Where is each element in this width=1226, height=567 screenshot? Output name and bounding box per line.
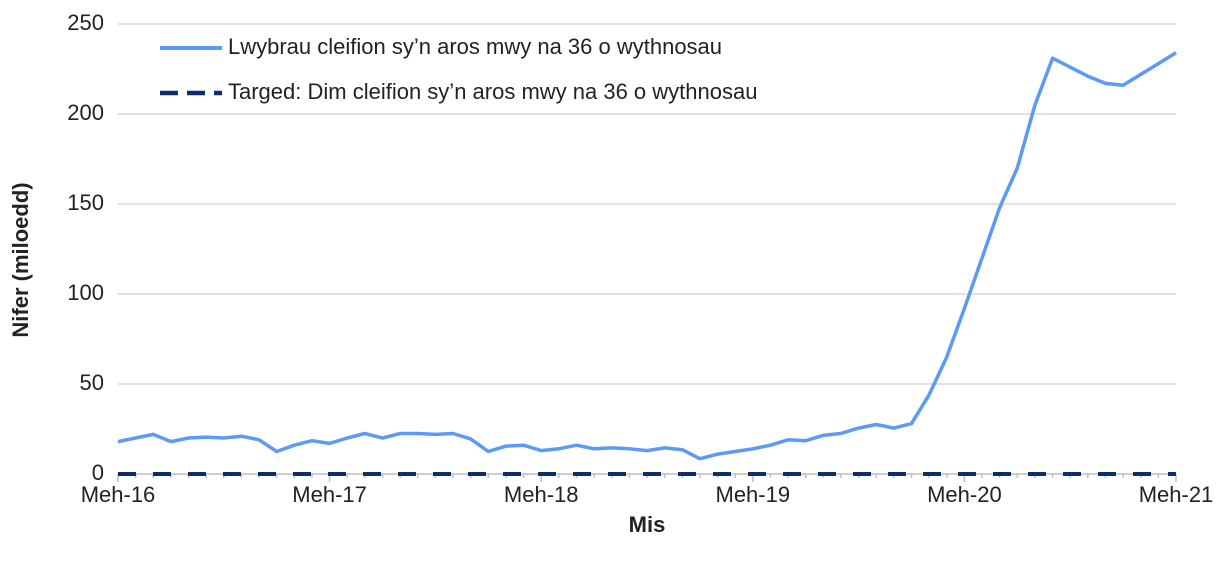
y-axis-title: Nifer (miloedd) bbox=[8, 182, 33, 337]
x-tick-label: Meh-21 bbox=[1139, 482, 1214, 507]
legend-label: Targed: Dim cleifion sy’n aros mwy na 36… bbox=[228, 79, 757, 104]
x-tick-label: Meh-17 bbox=[292, 482, 367, 507]
x-tick-label: Meh-16 bbox=[81, 482, 156, 507]
x-tick-label: Meh-19 bbox=[716, 482, 791, 507]
x-tick-label: Meh-20 bbox=[927, 482, 1002, 507]
y-tick-label: 150 bbox=[67, 190, 104, 215]
x-tick-label: Meh-18 bbox=[504, 482, 579, 507]
y-tick-label: 250 bbox=[67, 10, 104, 35]
y-tick-label: 200 bbox=[67, 100, 104, 125]
y-tick-label: 0 bbox=[92, 460, 104, 485]
y-tick-label: 50 bbox=[80, 370, 104, 395]
legend-label: Lwybrau cleifion sy’n aros mwy na 36 o w… bbox=[228, 34, 722, 59]
x-axis-title: Mis bbox=[629, 512, 666, 537]
y-tick-label: 100 bbox=[67, 280, 104, 305]
data-line bbox=[117, 51, 1177, 461]
